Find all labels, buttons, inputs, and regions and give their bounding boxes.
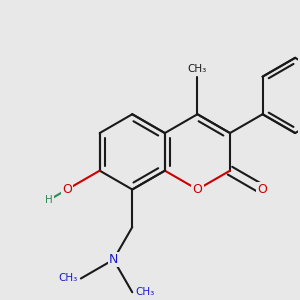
Text: CH₃: CH₃ [188, 64, 207, 74]
Text: CH₃: CH₃ [59, 274, 78, 284]
Text: CH₃: CH₃ [135, 287, 154, 297]
Text: H: H [45, 195, 53, 205]
Text: O: O [258, 183, 268, 196]
Text: O: O [193, 183, 202, 196]
Text: O: O [62, 183, 72, 196]
Text: N: N [109, 253, 118, 266]
